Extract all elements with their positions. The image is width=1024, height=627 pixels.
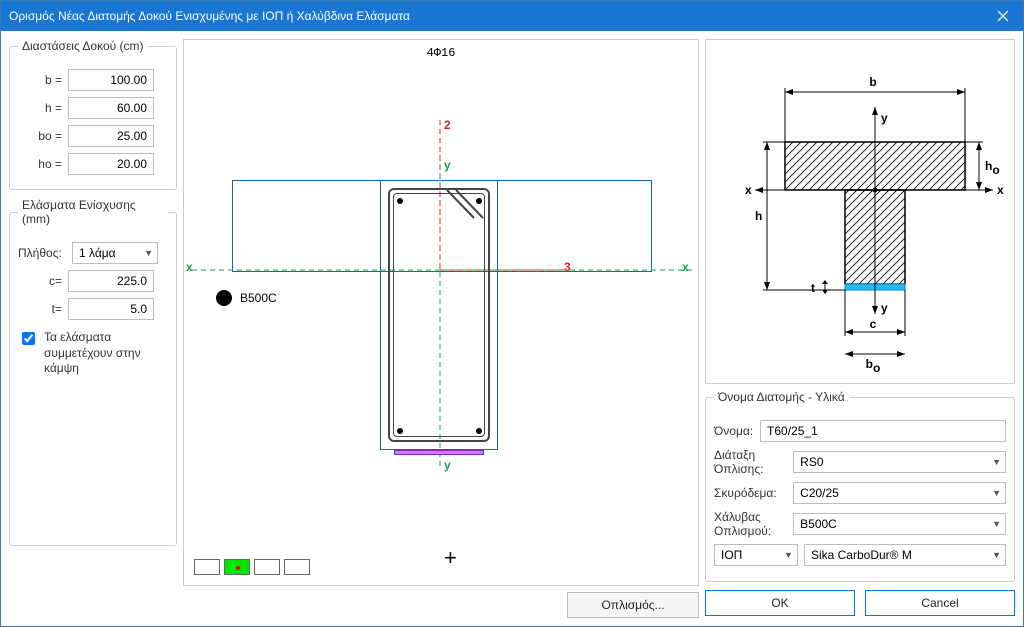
svg-text:y: y bbox=[881, 111, 888, 125]
plate-count-combo[interactable]: 1 λάμα ▼ bbox=[72, 242, 158, 264]
chevron-down-icon: ▼ bbox=[144, 248, 153, 258]
footer-swatch-1 bbox=[194, 559, 220, 575]
rebar-bl bbox=[397, 428, 403, 434]
ok-button-label: OK bbox=[771, 596, 788, 610]
t-label: t= bbox=[18, 302, 62, 316]
svg-text:bo: bo bbox=[866, 357, 881, 372]
layout-combo[interactable]: RS0 ▼ bbox=[793, 451, 1006, 473]
svg-text:y: y bbox=[881, 301, 888, 315]
section-canvas[interactable]: 4Φ16 bbox=[183, 39, 699, 586]
reinforcement-button-label: Οπλισμός... bbox=[601, 598, 664, 612]
bo-input[interactable] bbox=[68, 125, 154, 147]
concrete-value: C20/25 bbox=[800, 486, 839, 500]
strengthening-plate bbox=[394, 450, 484, 455]
beam-dimensions-legend: Διαστάσεις Δοκού (cm) bbox=[18, 39, 148, 53]
axis-x-right: x bbox=[682, 260, 689, 274]
svg-text:x: x bbox=[745, 183, 752, 197]
footer-swatch-3 bbox=[254, 559, 280, 575]
rebar-tr bbox=[476, 198, 482, 204]
rebar-br bbox=[476, 428, 482, 434]
dialog-body: Διαστάσεις Δοκού (cm) b = h = bo = ho = … bbox=[1, 31, 1023, 626]
chevron-down-icon: ▼ bbox=[784, 550, 793, 560]
materials-group: Όνομα Διατομής - Υλικά Όνομα: Διάταξη Όπ… bbox=[705, 390, 1015, 582]
concrete-combo[interactable]: C20/25 ▼ bbox=[793, 482, 1006, 504]
layout-label: Διάταξη Όπλισης: bbox=[714, 448, 787, 476]
reinf-type-value: ΙΟΠ bbox=[721, 548, 742, 562]
axis-y-top: y bbox=[444, 158, 451, 172]
footer-swatch-4 bbox=[284, 559, 310, 575]
mid-column: 4Φ16 bbox=[183, 39, 699, 618]
axis-2: 2 bbox=[444, 118, 451, 132]
plates-bend-checkbox[interactable]: Τα ελάσματα συμμετέχουν στην κάμψη bbox=[18, 330, 168, 377]
ho-input[interactable] bbox=[68, 153, 154, 175]
svg-text:t: t bbox=[811, 281, 815, 295]
stirrup-inner bbox=[393, 193, 485, 437]
left-column: Διαστάσεις Δοκού (cm) b = h = bo = ho = … bbox=[9, 39, 177, 618]
svg-text:ho: ho bbox=[985, 159, 1000, 177]
plates-bend-check-label: Τα ελάσματα συμμετέχουν στην κάμψη bbox=[44, 330, 168, 377]
h-input[interactable] bbox=[68, 97, 154, 119]
name-label: Όνομα: bbox=[714, 424, 754, 438]
crosshair-icon: + bbox=[444, 545, 457, 571]
plate-count-value: 1 λάμα bbox=[79, 246, 116, 260]
steel-combo[interactable]: B500C ▼ bbox=[793, 513, 1006, 535]
c-label: c= bbox=[18, 274, 62, 288]
concrete-label: Σκυρόδεμα: bbox=[714, 486, 787, 500]
dialog-window: Ορισμός Νέας Διατομής Δοκού Ενισχυμένης … bbox=[0, 0, 1024, 627]
chevron-down-icon: ▼ bbox=[992, 519, 1001, 529]
svg-text:h: h bbox=[755, 209, 762, 223]
axis-x-left: x bbox=[186, 260, 193, 274]
reinf-product-combo[interactable]: Sika CarboDur® M ▼ bbox=[804, 544, 1006, 566]
bo-label: bo = bbox=[18, 129, 62, 143]
steel-grade-label: B500C bbox=[240, 291, 277, 305]
plates-bend-check-input[interactable] bbox=[22, 332, 35, 345]
t-input[interactable] bbox=[68, 298, 154, 320]
layout-value: RS0 bbox=[800, 455, 823, 469]
chevron-down-icon: ▼ bbox=[992, 488, 1001, 498]
materials-legend: Όνομα Διατομής - Υλικά bbox=[714, 390, 849, 404]
c-input[interactable] bbox=[68, 270, 154, 292]
axis-3: 3 bbox=[564, 260, 571, 274]
canvas-footer bbox=[194, 559, 310, 575]
b-label: b = bbox=[18, 73, 62, 87]
axis-y-bottom: y bbox=[444, 458, 451, 472]
diagram-svg: b y y x x h ho bbox=[715, 52, 1005, 372]
steel-value: B500C bbox=[800, 517, 837, 531]
plate-count-label: Πλήθος: bbox=[18, 246, 66, 260]
b-input[interactable] bbox=[68, 69, 154, 91]
diag-b-label: b bbox=[869, 75, 876, 89]
ok-button[interactable]: OK bbox=[705, 590, 855, 616]
footer-swatch-2 bbox=[224, 559, 250, 575]
steel-legend: B500C bbox=[216, 290, 277, 306]
reinf-product-value: Sika CarboDur® M bbox=[811, 548, 912, 562]
titlebar: Ορισμός Νέας Διατομής Δοκού Ενισχυμένης … bbox=[1, 1, 1023, 31]
rebar-tl bbox=[397, 198, 403, 204]
dialog-title: Ορισμός Νέας Διατομής Δοκού Ενισχυμένης … bbox=[9, 9, 983, 23]
section-name-input[interactable] bbox=[760, 420, 1006, 442]
dimension-diagram: b y y x x h ho bbox=[705, 39, 1015, 384]
rebar-dot-icon bbox=[216, 290, 232, 306]
reinf-type-combo[interactable]: ΙΟΠ ▼ bbox=[714, 544, 798, 566]
chevron-down-icon: ▼ bbox=[992, 550, 1001, 560]
h-label: h = bbox=[18, 101, 62, 115]
cancel-button[interactable]: Cancel bbox=[865, 590, 1015, 616]
button-row: OK Cancel bbox=[705, 588, 1015, 618]
right-column: b y y x x h ho bbox=[705, 39, 1015, 618]
reinforcement-button[interactable]: Οπλισμός... bbox=[567, 592, 699, 618]
steel-label: Χάλυβας Οπλισμού: bbox=[714, 510, 787, 538]
cancel-button-label: Cancel bbox=[921, 596, 958, 610]
beam-dimensions-group: Διαστάσεις Δοκού (cm) b = h = bo = ho = bbox=[9, 39, 177, 190]
plates-legend: Ελάσματα Ενίσχυσης (mm) bbox=[18, 198, 168, 226]
chevron-down-icon: ▼ bbox=[992, 457, 1001, 467]
close-button[interactable] bbox=[983, 1, 1023, 31]
svg-text:x: x bbox=[997, 183, 1004, 197]
plates-group: Ελάσματα Ενίσχυσης (mm) Πλήθος: 1 λάμα▼ … bbox=[9, 198, 177, 546]
ho-label: ho = bbox=[18, 157, 62, 171]
svg-text:c: c bbox=[870, 317, 877, 331]
